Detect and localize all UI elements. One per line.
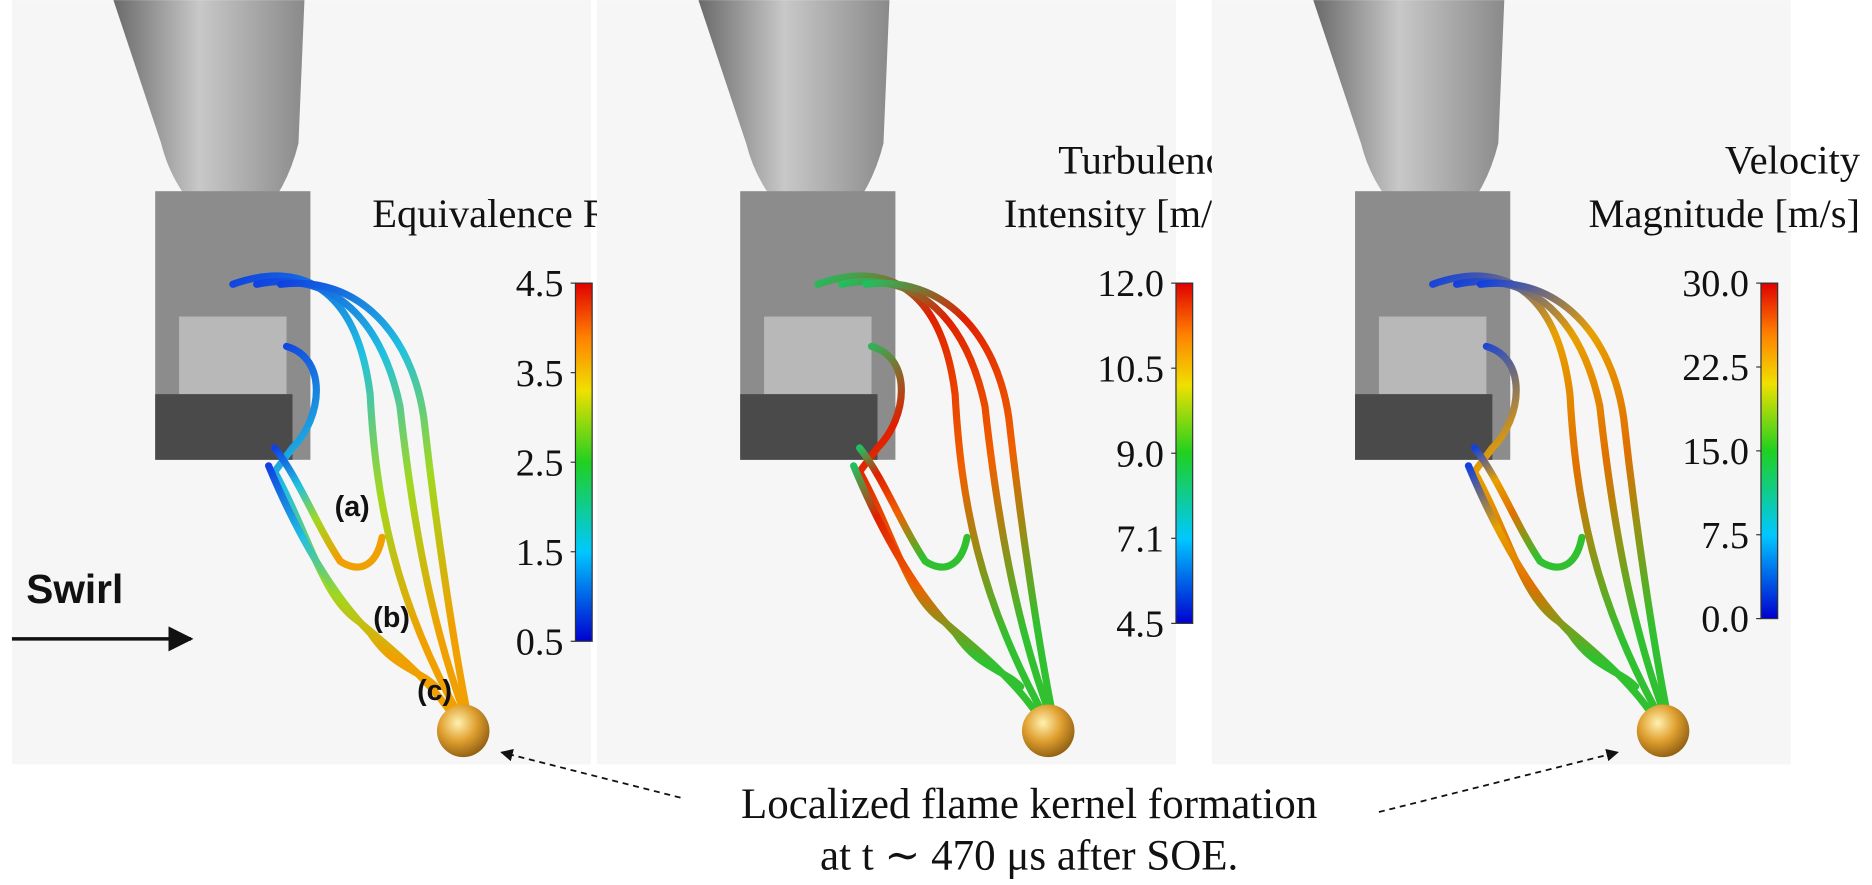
streamline (850, 462, 1025, 691)
streamline (253, 278, 470, 721)
streamline (838, 278, 1055, 721)
colorbar-tick-label: 0.5 (516, 621, 564, 663)
flame-kernel (1636, 704, 1690, 758)
panel: Velocity Magnitude [m/s] 30.0 22.5 15.0 7.5 0.… (1211, 0, 1861, 765)
kernel-arrow (1378, 748, 1619, 813)
kernel-arrow (500, 749, 681, 799)
streamline (276, 279, 472, 721)
colorbar-title: Velocity (1725, 137, 1861, 182)
colorbar (574, 282, 593, 642)
colorbar-title: Turbulence (1058, 137, 1241, 182)
panel: Turbulence Intensity [m/s] 12.0 10.5 9.0 7.1 4… (596, 0, 1242, 765)
trajectory-label: (b) (373, 602, 410, 634)
colorbar-tick-label: 7.5 (1701, 515, 1749, 557)
trajectory-label: (c) (417, 675, 452, 707)
flame-kernel (1021, 704, 1075, 758)
streamline (265, 462, 440, 691)
cylinder-lower (740, 394, 878, 460)
panel: Equivalence Ratio [–]4.53.52.51.50.5(a)(… (11, 0, 728, 765)
cylinder-lower (1355, 394, 1493, 460)
colorbar-tick-label: 0.0 (1701, 599, 1749, 641)
cylinder-face (764, 316, 872, 395)
streamlines (814, 272, 1057, 721)
streamlines (229, 272, 472, 721)
streamline (1464, 462, 1640, 691)
colorbar-tick-label: 10.5 (1097, 348, 1164, 390)
streamlines (1429, 272, 1672, 721)
cylinder-face (179, 316, 287, 395)
caption-line: Localized flame kernel formation (741, 781, 1317, 828)
colorbar-tick-label: 4.5 (516, 263, 564, 305)
cylinder-lower (155, 394, 293, 460)
colorbar-tick-label: 7.1 (1116, 518, 1164, 560)
colorbar-tick-label: 9.0 (1116, 433, 1164, 475)
streamline (861, 279, 1057, 721)
colorbar-tick-label: 3.5 (516, 353, 564, 395)
cylinder-face (1378, 316, 1487, 395)
colorbar-tick-label: 15.0 (1682, 431, 1749, 473)
colorbar-tick-label: 4.5 (1116, 604, 1164, 646)
trajectory-label: (a) (335, 491, 370, 523)
colorbar (1175, 282, 1194, 624)
streamline (1452, 278, 1670, 721)
swirl-label: Swirl (26, 566, 123, 612)
colorbar-tick-label: 2.5 (516, 442, 564, 484)
caption-line: at t ∼ 470 μs after SOE. (820, 832, 1238, 879)
streamline (1476, 279, 1672, 721)
colorbar-title: Intensity [m/s] (1004, 191, 1242, 236)
colorbar-tick-label: 12.0 (1097, 263, 1164, 305)
flame-kernel (436, 704, 490, 758)
colorbar-title: Magnitude [m/s] (1588, 191, 1860, 236)
colorbar (1760, 282, 1779, 620)
colorbar-tick-label: 1.5 (516, 532, 564, 574)
streamline (271, 444, 386, 571)
streamline (1470, 444, 1586, 571)
streamline (856, 444, 971, 571)
colorbar-tick-label: 30.0 (1682, 263, 1749, 305)
colorbar-tick-label: 22.5 (1682, 347, 1749, 389)
